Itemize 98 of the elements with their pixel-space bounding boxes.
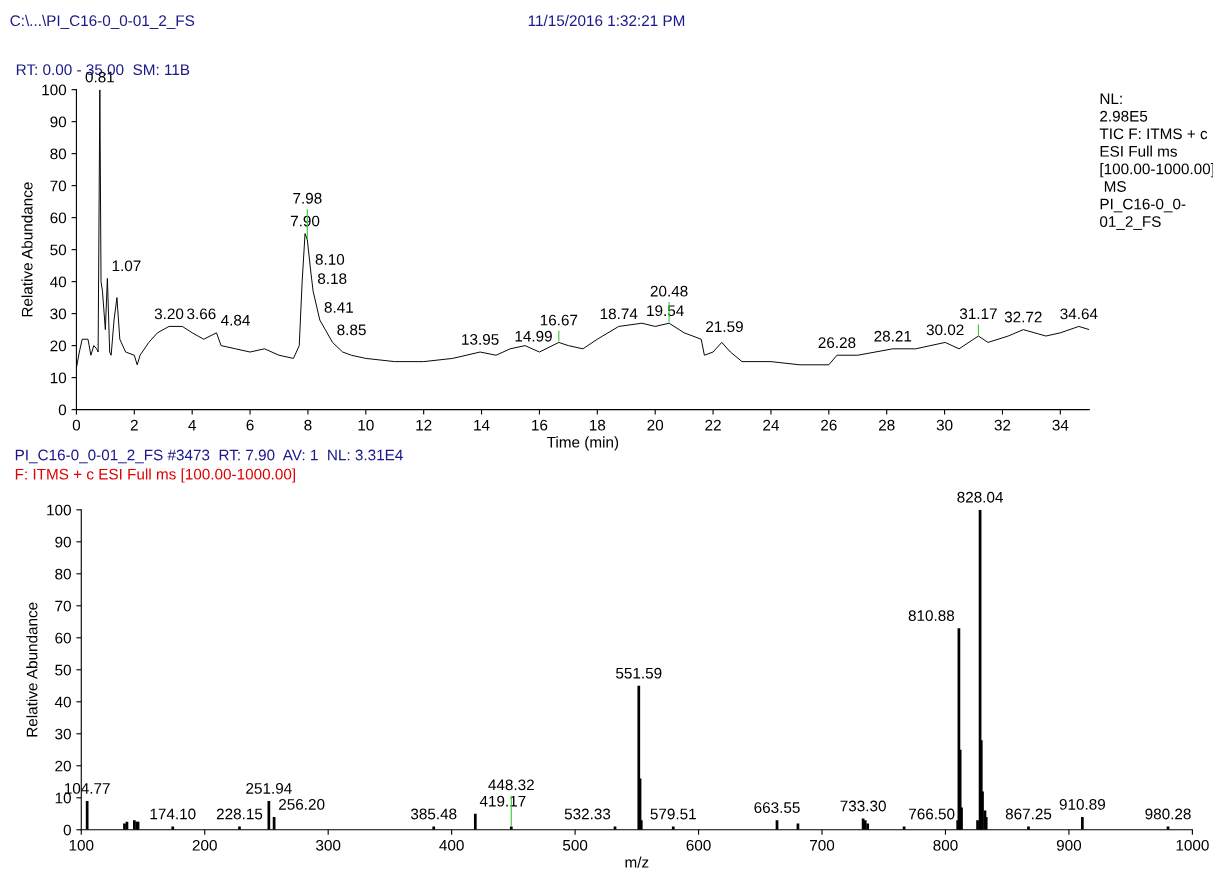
annotation: 18.74	[600, 308, 638, 320]
annotation: 3.20	[154, 308, 184, 320]
annotation: 28.21	[874, 330, 912, 342]
annotation: 867.25	[1005, 808, 1052, 820]
y-tick-label: 80	[55, 568, 71, 580]
y-tick-label: 0	[58, 404, 67, 416]
x-tick-label: 100	[69, 839, 94, 851]
y-tick-label: 70	[55, 600, 71, 612]
annotation: 810.88	[908, 610, 955, 622]
annotation: 4.84	[221, 314, 250, 326]
annotation: 13.95	[462, 334, 499, 345]
chart-title: PI_C16-0_0-01_2_FS #3473 RT: 7.90 AV: 1 NL: 3.31E4	[15, 449, 403, 464]
annotation: 532.33	[564, 808, 611, 820]
annotation: 663.55	[754, 802, 800, 813]
y-tick-label: 100	[42, 84, 67, 96]
x-axis-title: m/z	[625, 856, 649, 868]
x-tick-label: 26	[821, 419, 837, 431]
y-tick-label: 60	[55, 632, 71, 644]
y-tick-label: 40	[50, 276, 67, 288]
annotation: 14.99	[515, 330, 552, 342]
y-tick-label: 100	[47, 504, 71, 516]
annotation: 1.07	[112, 260, 141, 272]
annotation: 980.28	[1145, 808, 1191, 820]
text: 11/15/2016 1:32:21 PM	[528, 14, 685, 27]
annotation: 8.18	[317, 273, 347, 285]
x-tick-label: 200	[192, 839, 217, 851]
x-tick-label: 12	[416, 419, 432, 431]
annotation: 579.51	[650, 808, 696, 820]
x-tick-label: 14	[474, 419, 490, 431]
x-tick-label: 600	[686, 839, 711, 851]
y-tick-label: 0	[63, 824, 71, 836]
annotation: 174.10	[150, 808, 196, 820]
x-tick-label: 2	[130, 419, 138, 431]
x-tick-label: 18	[589, 419, 606, 431]
annotation: 20.48	[650, 285, 688, 297]
x-tick-label: 10	[358, 419, 374, 431]
annotation: 7.98	[293, 192, 322, 204]
y-tick-label: 10	[50, 372, 67, 384]
annotation: 8.85	[337, 324, 366, 336]
annotation: 910.89	[1059, 798, 1106, 810]
x-tick-label: 800	[933, 839, 958, 851]
annotation: 21.59	[706, 321, 743, 333]
x-axis-title: Time (min)	[546, 436, 619, 451]
x-tick-label: 6	[246, 419, 254, 431]
y-tick-label: 20	[50, 340, 67, 352]
x-tick-label: 300	[316, 839, 341, 851]
x-tick-label: 700	[810, 839, 835, 851]
y-tick-label: 40	[54, 696, 71, 708]
x-tick-label: 4	[188, 419, 196, 431]
y-tick-label: 90	[50, 116, 67, 128]
y-tick-label: 60	[50, 212, 67, 224]
y-tick-label: 10	[55, 792, 71, 804]
x-tick-label: 400	[439, 839, 464, 851]
annotation: 828.04	[957, 491, 1003, 503]
x-tick-label: 32	[994, 419, 1011, 431]
annotation: 228.15	[216, 808, 263, 820]
annotation: 31.17	[959, 308, 997, 320]
annotation: 551.59	[616, 667, 662, 679]
x-tick-label: 34	[1052, 419, 1069, 431]
annotation: 251.94	[246, 782, 292, 794]
annotation: 30.02	[926, 324, 964, 336]
x-tick-label: 22	[705, 419, 721, 431]
annotation: 733.30	[840, 800, 886, 812]
x-tick-label: 8	[304, 419, 312, 431]
y-axis-title: Relative Abundance	[26, 602, 38, 737]
x-tick-label: 0	[72, 419, 81, 431]
annotation: 34.64	[1060, 308, 1098, 320]
text: NL: 2.98E5 TIC F: ITMS + c ESI Full ms [100.00-1000.00] MS PI_C16-0_0- 01_2_FS	[1099, 93, 1213, 230]
annotation: 32.72	[1004, 311, 1042, 323]
x-tick-label: 24	[763, 419, 779, 431]
y-axis-title: Relative Abundance	[21, 182, 33, 317]
x-tick-label: 20	[647, 419, 664, 431]
x-tick-label: 28	[878, 419, 895, 431]
y-tick-label: 20	[55, 760, 71, 772]
y-tick-label: 30	[50, 308, 67, 320]
annotation: 256.20	[279, 798, 325, 810]
annotation: 766.50	[909, 808, 955, 820]
y-tick-label: 80	[50, 148, 67, 160]
y-tick-label: 50	[55, 664, 71, 676]
x-tick-label: 1000	[1176, 839, 1209, 851]
y-tick-label: 30	[55, 728, 71, 740]
x-tick-label: 500	[562, 839, 588, 851]
x-tick-label: 30	[936, 419, 953, 431]
annotation: 16.67	[540, 314, 578, 326]
annotation: 448.32	[488, 779, 534, 791]
y-tick-label: 50	[50, 244, 67, 256]
annotation: 8.41	[324, 302, 353, 313]
chart-subtitle: F: ITMS + c ESI Full ms [100.00-1000.00]	[15, 468, 295, 483]
x-tick-label: 900	[1056, 839, 1082, 851]
annotation: 26.28	[818, 337, 856, 349]
y-tick-label: 90	[55, 536, 71, 548]
annotation: 8.10	[315, 254, 345, 265]
y-tick-label: 70	[50, 180, 67, 192]
x-tick-label: 16	[532, 419, 548, 431]
text: C:\...\PI_C16-0_0-01_2_FS	[10, 14, 195, 29]
annotation: 19.54	[647, 305, 684, 317]
annotation: 3.66	[187, 308, 216, 320]
annotation: 385.48	[410, 808, 457, 820]
